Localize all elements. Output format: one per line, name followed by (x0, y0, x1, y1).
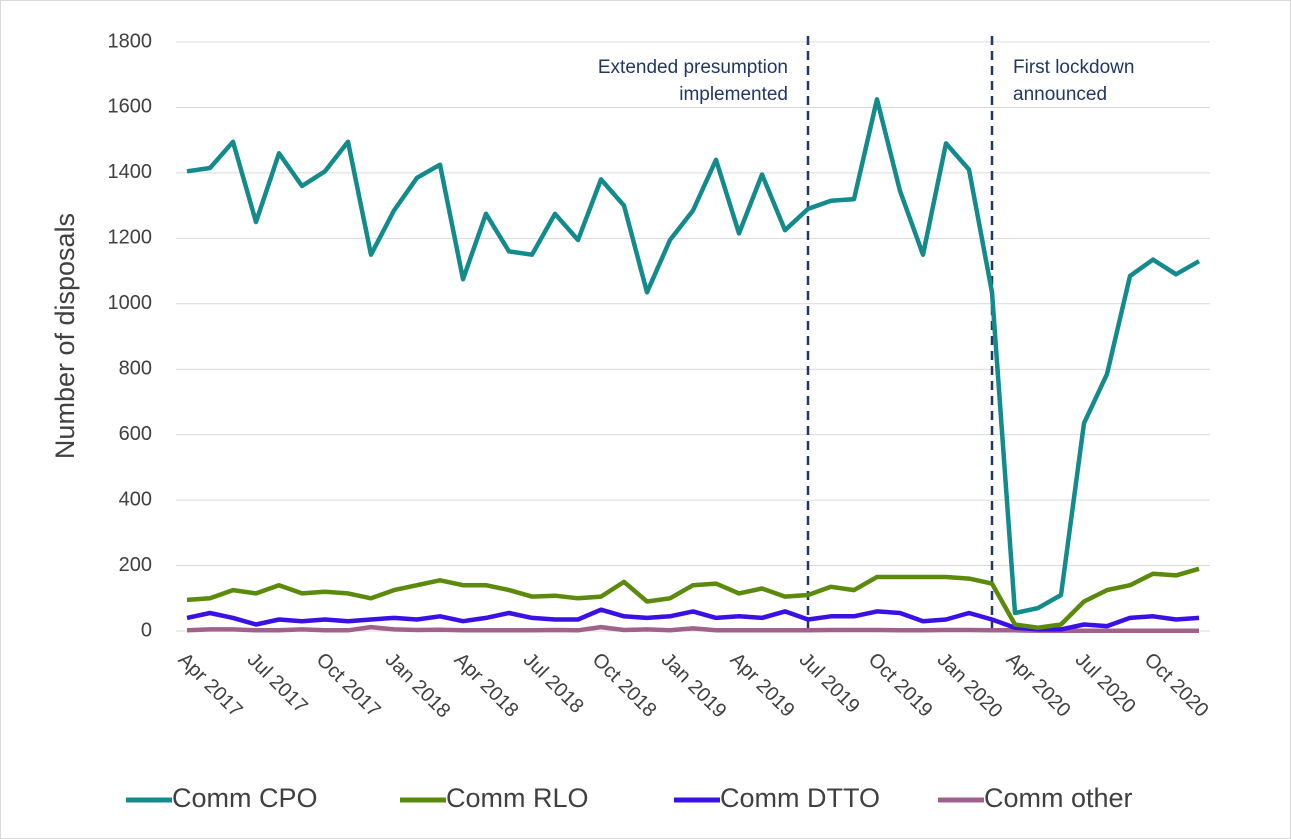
legend-label: Comm DTTO (720, 783, 880, 813)
y-tick-label: 0 (141, 619, 152, 641)
y-tick-label: 600 (119, 423, 152, 445)
y-tick-label: 1200 (108, 227, 153, 249)
y-tick-label: 800 (119, 358, 152, 380)
legend-label: Comm RLO (446, 783, 589, 813)
annotation-text: implemented (679, 84, 788, 105)
series-line (186, 97, 1201, 616)
y-tick-label: 400 (119, 488, 152, 510)
annotation-text: First lockdown (1013, 57, 1134, 78)
y-tick-label: 1600 (108, 96, 153, 118)
annotation-text: Extended presumption (598, 57, 788, 78)
legend-label: Comm other (984, 783, 1133, 813)
y-tick-label: 1000 (108, 292, 153, 314)
y-tick-label: 1400 (108, 161, 153, 183)
series-line (186, 566, 1200, 630)
y-tick-label: 200 (119, 554, 152, 576)
annotation-text: announced (1013, 84, 1107, 105)
legend-label: Comm CPO (172, 783, 318, 813)
y-tick-label: 1800 (108, 30, 153, 52)
y-axis-title: Number of disposals (50, 213, 80, 459)
